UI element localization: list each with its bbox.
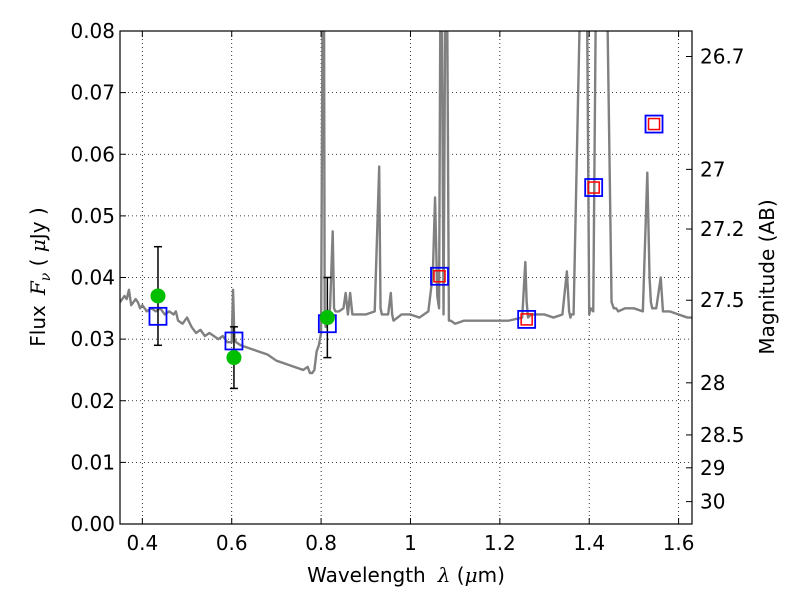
observed-flux-point [150,288,166,304]
y-tick-label: 0.04 [70,266,115,290]
x-tick-label: 1.2 [484,531,516,555]
predicted-flux-square [520,313,533,326]
x-axis-ticks: 0.4 0.6 0.8 1 1.2 1.4 1.6 [126,31,695,555]
x-tick-label: 0.8 [305,531,337,555]
y-tick-label: 0.00 [70,512,115,536]
y2-tick-label: 27.5 [700,288,745,312]
observed-flux-point [226,350,242,366]
y-axis-label: FluxFν ( μJy ) [26,207,54,346]
x-tick-label: 0.4 [126,531,158,555]
y2-tick-label: 30 [700,490,725,514]
x-tick-label: 1 [404,531,417,555]
model-flux-square [517,310,537,329]
y2-tick-label: 29 [700,456,725,480]
model-flux-square [224,331,244,351]
y2-tick-label: 28 [700,371,725,395]
predicted-flux-square [647,117,661,131]
plot-frame [119,30,693,525]
model-flux-square [430,266,449,286]
x-tick-label: 0.6 [216,531,248,555]
y2-axis-ticks: 26.7 27 27.2 27.5 28 28.5 29 30 [686,44,745,514]
model-spectrum [120,31,692,375]
x-tick-label: 1.6 [663,531,695,555]
model-flux-square [584,178,604,197]
model-flux-square [148,306,168,326]
x-axis-label: Wavelength λ (μm) [307,563,505,587]
y-tick-label: 0.03 [70,327,115,351]
y2-tick-label: 28.5 [700,423,745,447]
y-axis-ticks: 0.00 0.01 0.02 0.03 0.04 0.05 0.06 0.07 0.08 [70,19,126,536]
y-tick-label: 0.06 [70,142,115,166]
spectrum-line [120,31,692,375]
model-flux-square [644,114,664,134]
photometry-markers [148,114,664,390]
predicted-flux-square [433,270,446,283]
y-tick-label: 0.08 [70,19,115,43]
observed-flux-point [319,310,335,326]
y-tick-label: 0.05 [70,204,115,228]
y2-axis-label: Magnitude (AB) [755,199,779,354]
y2-tick-label: 27.2 [700,217,745,241]
x-tick-label: 1.4 [573,531,605,555]
y2-tick-label: 27 [700,157,725,181]
predicted-flux-square [587,181,600,194]
grid-lines [120,31,692,524]
y-tick-label: 0.07 [70,81,115,105]
y-tick-label: 0.01 [70,450,115,474]
y2-tick-label: 26.7 [700,44,745,68]
y-tick-label: 0.02 [70,389,115,413]
